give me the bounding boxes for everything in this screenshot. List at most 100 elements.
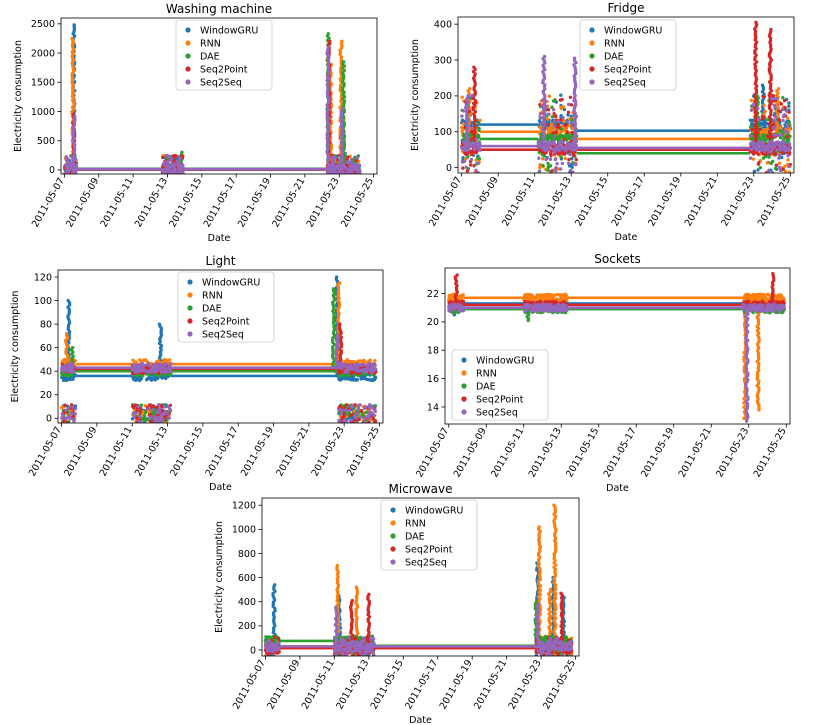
peak-point <box>752 93 757 97</box>
data-point <box>774 163 779 167</box>
data-point <box>567 157 571 162</box>
data-point <box>548 164 553 168</box>
y-tick-label: 0 <box>49 165 55 176</box>
y-tick-label: 200 <box>434 91 452 102</box>
data-point <box>559 93 563 97</box>
data-point <box>176 166 181 171</box>
data-point <box>773 143 777 148</box>
data-point <box>337 369 341 374</box>
peak-point <box>180 150 184 155</box>
peak-point <box>543 83 547 87</box>
data-point <box>169 170 173 174</box>
data-point <box>557 143 561 148</box>
data-point <box>362 358 366 363</box>
data-point <box>170 165 175 169</box>
data-point <box>551 108 556 112</box>
peak-point <box>776 87 781 91</box>
data-point <box>752 169 757 173</box>
data-point <box>537 169 542 173</box>
data-point <box>71 377 75 381</box>
data-point <box>469 143 474 147</box>
data-point <box>538 148 542 153</box>
data-point <box>766 169 771 173</box>
axes-frame <box>457 16 795 174</box>
baseline-band <box>75 369 133 373</box>
data-point <box>773 106 777 110</box>
data-point <box>786 148 790 153</box>
data-point <box>472 147 476 151</box>
data-point <box>66 406 71 411</box>
data-point <box>749 98 754 103</box>
data-point <box>787 170 791 173</box>
x-tick-label: 2011-05-17 <box>610 175 647 228</box>
peak-point <box>769 27 773 32</box>
data-point <box>536 139 541 144</box>
data-point <box>560 161 565 166</box>
data-point <box>781 96 785 100</box>
data-point <box>783 145 787 149</box>
x-tick-label: 2011-05-07 <box>427 175 464 228</box>
data-point <box>549 153 553 158</box>
data-point <box>60 412 65 416</box>
data-point <box>780 144 785 148</box>
data-point <box>561 116 565 120</box>
legend-marker-seq2seq <box>185 79 191 85</box>
data-point <box>538 125 542 129</box>
data-point <box>782 98 787 103</box>
data-point <box>553 114 558 119</box>
chart-light: 0204060801001202011-05-072011-05-092011-… <box>10 254 384 493</box>
data-point <box>779 102 784 106</box>
data-point <box>780 130 784 134</box>
y-axis-label: Electricity consumption <box>410 39 421 151</box>
data-point <box>546 108 551 112</box>
data-point <box>173 153 178 158</box>
peak-point <box>70 345 75 350</box>
data-point <box>762 133 767 137</box>
data-point <box>476 120 480 125</box>
peak-point <box>341 60 346 64</box>
data-point <box>758 166 763 170</box>
data-point <box>466 148 470 152</box>
data-point <box>545 117 550 121</box>
data-point <box>461 127 465 132</box>
baseline-band <box>75 374 133 378</box>
data-point <box>777 109 781 113</box>
data-point <box>548 125 553 129</box>
x-tick-label: 2011-05-21 <box>270 176 307 229</box>
data-point <box>763 109 767 114</box>
series-dae <box>460 93 792 173</box>
data-point <box>135 416 140 420</box>
data-point <box>763 154 768 159</box>
data-point <box>352 406 356 410</box>
data-point <box>787 164 791 169</box>
baseline-band <box>182 167 328 171</box>
data-point <box>137 358 142 362</box>
data-point <box>788 134 792 138</box>
data-point <box>761 145 765 149</box>
data-point <box>572 162 576 166</box>
data-point <box>765 134 770 138</box>
data-point <box>346 171 351 174</box>
series-seq2seq <box>60 334 378 423</box>
data-point <box>163 373 167 378</box>
data-point <box>570 118 574 122</box>
y-tick-label: 100 <box>434 127 452 138</box>
data-point <box>772 103 777 107</box>
baseline-band <box>76 167 163 171</box>
data-point <box>758 127 762 132</box>
data-point <box>551 131 555 135</box>
data-point <box>66 369 71 374</box>
peak-point <box>542 54 547 59</box>
data-point <box>341 171 346 174</box>
data-point <box>162 357 167 362</box>
data-point <box>463 148 468 152</box>
peak-point <box>466 94 470 98</box>
data-point <box>777 165 782 170</box>
data-point <box>779 147 783 151</box>
data-point <box>64 408 68 413</box>
data-point <box>786 158 790 162</box>
data-point <box>462 140 466 144</box>
baseline-band <box>171 369 339 373</box>
data-point <box>552 134 556 139</box>
